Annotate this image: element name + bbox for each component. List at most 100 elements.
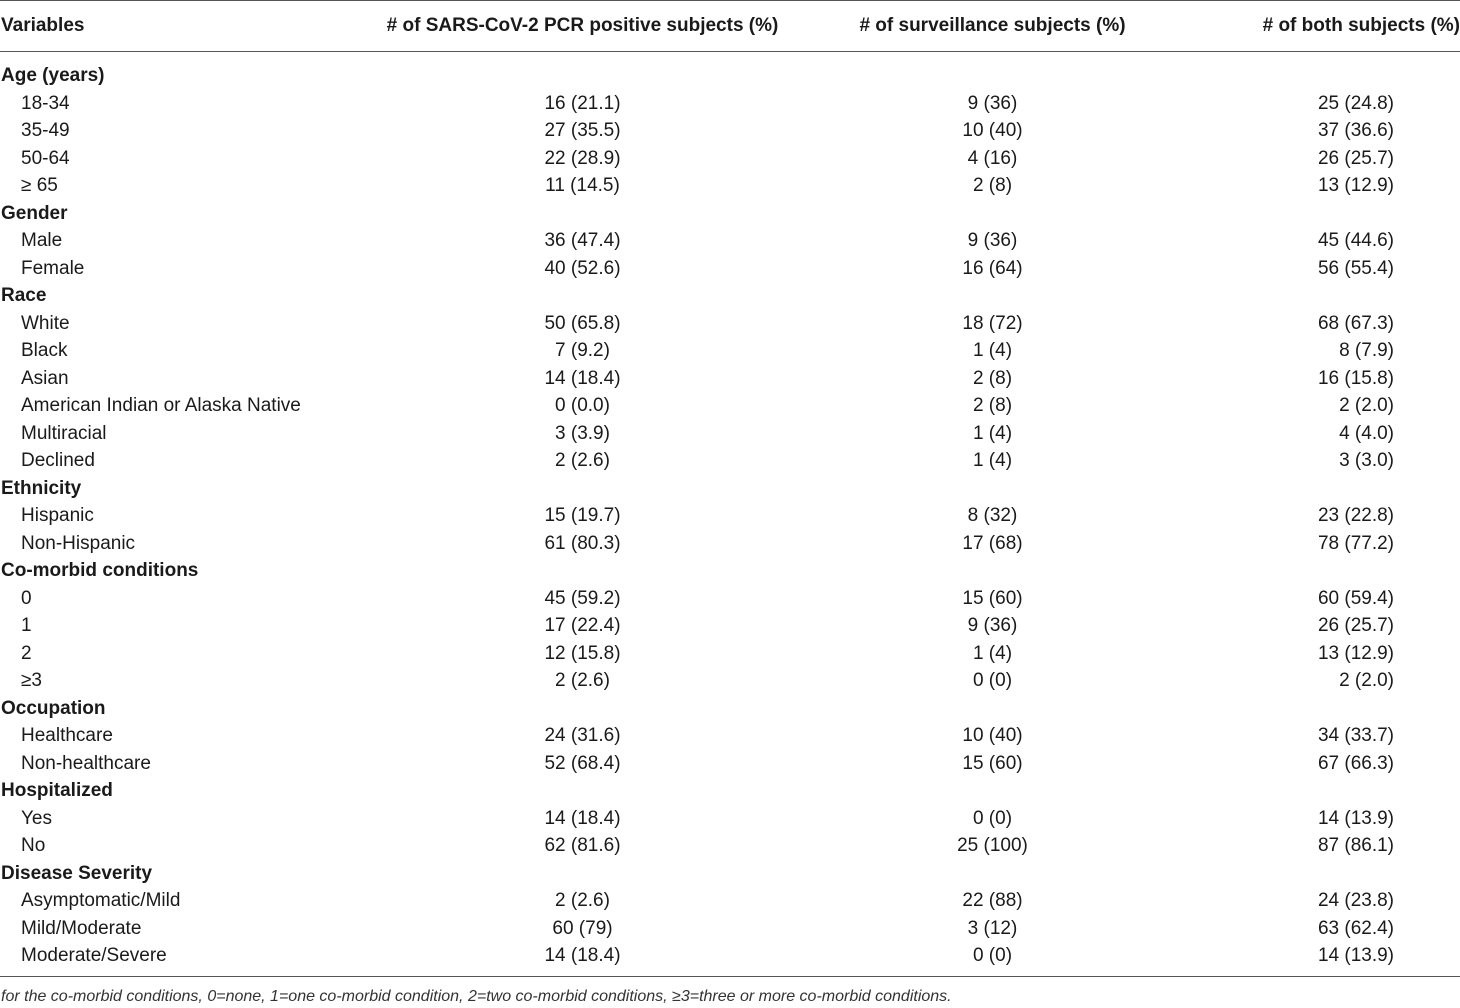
both-cell: 8 (7.9) [1339, 340, 1394, 362]
row-label: 50-64 [21, 147, 70, 169]
category-row: Race [0, 282, 1460, 310]
both-cell: 26 (25.7) [1317, 147, 1394, 169]
row-label: ≥3 [21, 670, 42, 692]
row-label: White [21, 312, 70, 334]
row-label: American Indian or Alaska Native [21, 395, 301, 417]
header-surveillance: # of surveillance subjects (%) [795, 0, 1190, 52]
row-label: Non-healthcare [21, 752, 151, 774]
table-row: Hispanic 15 (19.7) 8 (32) 23 (22.8) [0, 502, 1460, 530]
row-label: Male [21, 230, 63, 252]
table-row: 2 12 (15.8) 1 (4) 13 (12.9) [0, 640, 1460, 668]
both-cell: 14 (13.9) [1190, 942, 1460, 977]
surveillance-cell: 1 (4) [972, 450, 1013, 472]
category-label: Co-morbid conditions [1, 560, 199, 582]
both-cell: 67 (66.3) [1317, 752, 1394, 774]
row-label: 1 [21, 615, 32, 637]
pcr-positive-cell: 22 (28.9) [544, 147, 621, 169]
both-cell: 34 (33.7) [1317, 725, 1394, 747]
row-label: 35-49 [21, 120, 70, 142]
header-variables: Variables [0, 0, 370, 52]
both-cell: 2 (2.0) [1339, 670, 1394, 692]
pcr-positive-cell: 11 (14.5) [545, 175, 620, 197]
table-row: No 62 (81.6) 25 (100) 87 (86.1) [0, 832, 1460, 860]
both-cell: 23 (22.8) [1317, 505, 1394, 527]
category-row: Hospitalized [0, 777, 1460, 805]
surveillance-cell: 9 (36) [967, 615, 1018, 637]
row-label: 0 [21, 587, 32, 609]
both-cell: 78 (77.2) [1317, 532, 1394, 554]
surveillance-cell: 0 (0) [795, 942, 1190, 977]
surveillance-cell: 9 (36) [967, 92, 1018, 114]
both-cell: 13 (12.9) [1317, 175, 1394, 197]
surveillance-cell: 15 (60) [962, 587, 1023, 609]
category-row: Gender [0, 200, 1460, 228]
row-label: Declined [21, 450, 95, 472]
pcr-positive-cell: 61 (80.3) [544, 532, 621, 554]
surveillance-cell: 1 (4) [972, 340, 1013, 362]
surveillance-cell: 22 (88) [962, 890, 1023, 912]
pcr-positive-cell: 3 (3.9) [555, 422, 610, 444]
table-row: Female 40 (52.6) 16 (64) 56 (55.4) [0, 255, 1460, 283]
both-cell: 26 (25.7) [1317, 615, 1394, 637]
table-row: Mild/Moderate 60 (79) 3 (12) 63 (62.4) [0, 915, 1460, 943]
table-row: Yes 14 (18.4) 0 (0) 14 (13.9) [0, 805, 1460, 833]
row-label: Moderate/Severe [0, 942, 370, 977]
pcr-positive-cell: 14 (18.4) [370, 942, 795, 977]
category-row: Co-morbid conditions [0, 557, 1460, 585]
table-row: 18-34 16 (21.1) 9 (36) 25 (24.8) [0, 90, 1460, 118]
pcr-positive-cell: 12 (15.8) [544, 642, 621, 664]
category-label: Disease Severity [1, 862, 153, 884]
surveillance-cell: 4 (16) [967, 147, 1018, 169]
table-row: 1 17 (22.4) 9 (36) 26 (25.7) [0, 612, 1460, 640]
surveillance-cell: 10 (40) [962, 725, 1023, 747]
both-cell: 56 (55.4) [1317, 257, 1394, 279]
table-row: Multiracial 3 (3.9) 1 (4) 4 (4.0) [0, 420, 1460, 448]
category-row: Age (years) [0, 52, 1460, 90]
both-cell: 37 (36.6) [1317, 120, 1394, 142]
category-label: Hospitalized [1, 780, 113, 802]
row-label: ≥ 65 [21, 175, 58, 197]
table-header: Variables # of SARS-CoV-2 PCR positive s… [0, 0, 1460, 52]
pcr-positive-cell: 14 (18.4) [544, 807, 621, 829]
pcr-positive-cell: 2 (2.6) [555, 890, 610, 912]
table-footnote: for the co-morbid conditions, 0=none, 1=… [1, 988, 952, 1005]
pcr-positive-cell: 40 (52.6) [544, 257, 621, 279]
table-body: Age (years) 18-34 16 (21.1) 9 (36) 25 (24.8)… [0, 52, 1460, 977]
surveillance-cell: 1 (4) [972, 422, 1013, 444]
pcr-positive-cell: 2 (2.6) [555, 670, 610, 692]
table-row: Black 7 (9.2) 1 (4) 8 (7.9) [0, 337, 1460, 365]
pcr-positive-cell: 15 (19.7) [544, 505, 621, 527]
both-cell: 60 (59.4) [1317, 587, 1394, 609]
table-row: ≥3 2 (2.6) 0 (0) 2 (2.0) [0, 667, 1460, 695]
surveillance-cell: 9 (36) [967, 230, 1018, 252]
table-row: American Indian or Alaska Native 0 (0.0) 2… [0, 392, 1460, 420]
category-label: Age (years) [1, 65, 105, 87]
surveillance-cell: 1 (4) [972, 642, 1013, 664]
both-cell: 14 (13.9) [1317, 807, 1394, 829]
row-label: Asymptomatic/Mild [21, 890, 181, 912]
header-pcr-positive: # of SARS-CoV-2 PCR positive subjects (%… [370, 0, 795, 52]
pcr-positive-cell: 17 (22.4) [544, 615, 621, 637]
pcr-positive-cell: 16 (21.1) [544, 92, 621, 114]
table-row: 35-49 27 (35.5) 10 (40) 37 (36.6) [0, 117, 1460, 145]
both-cell: 87 (86.1) [1317, 835, 1394, 857]
category-row: Ethnicity [0, 475, 1460, 503]
table-row: Healthcare 24 (31.6) 10 (40) 34 (33.7) [0, 722, 1460, 750]
demographics-table: Variables # of SARS-CoV-2 PCR positive s… [0, 0, 1460, 977]
both-cell: 13 (12.9) [1317, 642, 1394, 664]
category-label: Race [1, 285, 47, 307]
row-label: Healthcare [21, 725, 113, 747]
surveillance-cell: 2 (8) [972, 395, 1013, 417]
category-label: Ethnicity [1, 477, 82, 499]
row-label: Non-Hispanic [21, 532, 136, 554]
both-cell: 4 (4.0) [1339, 422, 1394, 444]
header-both: # of both subjects (%) [1190, 0, 1460, 52]
demographics-table-container: Variables # of SARS-CoV-2 PCR positive s… [0, 0, 1460, 977]
table-row: Asymptomatic/Mild 2 (2.6) 22 (88) 24 (23.8) [0, 887, 1460, 915]
pcr-positive-cell: 50 (65.8) [544, 312, 621, 334]
pcr-positive-cell: 60 (79) [552, 917, 613, 939]
table-row: Moderate/Severe 14 (18.4) 0 (0) 14 (13.9) [0, 942, 1460, 977]
table-row: ≥ 65 11 (14.5) 2 (8) 13 (12.9) [0, 172, 1460, 200]
surveillance-cell: 16 (64) [962, 257, 1023, 279]
surveillance-cell: 2 (8) [972, 367, 1013, 389]
